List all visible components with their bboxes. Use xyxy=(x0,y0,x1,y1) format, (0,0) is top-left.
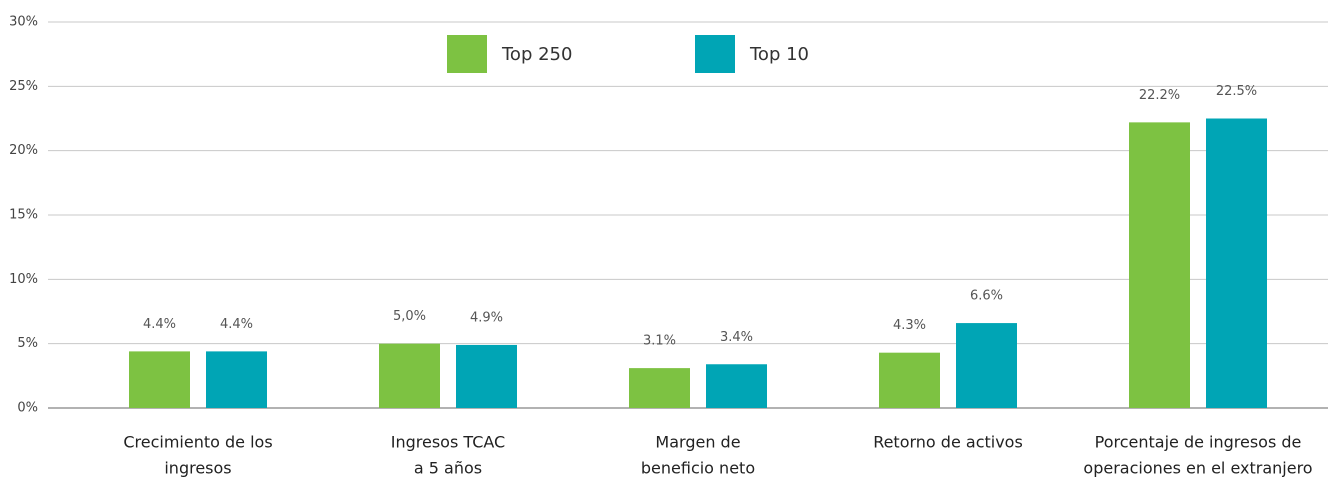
bar xyxy=(1129,122,1190,409)
y-tick-label: 25% xyxy=(9,79,38,94)
y-tick-label: 20% xyxy=(9,143,38,158)
value-label: 6.6% xyxy=(970,289,1003,304)
value-label: 22.2% xyxy=(1139,88,1180,103)
x-tick-label: Ingresos TCAC xyxy=(391,433,505,452)
value-label: 4.9% xyxy=(470,310,503,325)
bar xyxy=(129,351,190,408)
x-tick-label: Retorno de activos xyxy=(873,433,1023,452)
x-tick-label: operaciones en el extranjero xyxy=(1083,459,1312,478)
x-tick-label: ingresos xyxy=(164,459,231,478)
value-label: 4.4% xyxy=(220,317,253,332)
x-tick-label: beneficio neto xyxy=(641,459,755,478)
x-tick-label: Margen de xyxy=(655,433,740,452)
legend-swatch xyxy=(447,35,487,73)
x-tick-label: a 5 años xyxy=(414,459,482,478)
x-tick-label: Crecimiento de los xyxy=(123,433,272,452)
y-tick-label: 10% xyxy=(9,272,38,287)
bar xyxy=(879,352,940,408)
bar xyxy=(706,364,767,408)
bar xyxy=(379,343,440,408)
value-label: 5,0% xyxy=(393,309,426,324)
value-label: 22.5% xyxy=(1216,84,1257,99)
legend-label: Top 10 xyxy=(749,44,809,65)
bar xyxy=(629,368,690,408)
x-tick-label: Porcentaje de ingresos de xyxy=(1095,433,1302,452)
bar xyxy=(1206,118,1267,408)
bar xyxy=(956,323,1017,408)
y-tick-label: 15% xyxy=(9,208,38,223)
y-tick-label: 30% xyxy=(9,15,38,30)
value-label: 4.3% xyxy=(893,318,926,333)
y-tick-label: 5% xyxy=(17,336,38,351)
value-label: 3.1% xyxy=(643,334,676,349)
legend-label: Top 250 xyxy=(501,44,572,65)
bar xyxy=(456,344,517,408)
value-label: 4.4% xyxy=(143,317,176,332)
y-tick-label: 0% xyxy=(17,401,38,416)
legend-swatch xyxy=(695,35,735,73)
bar xyxy=(206,351,267,408)
value-label: 3.4% xyxy=(720,330,753,345)
